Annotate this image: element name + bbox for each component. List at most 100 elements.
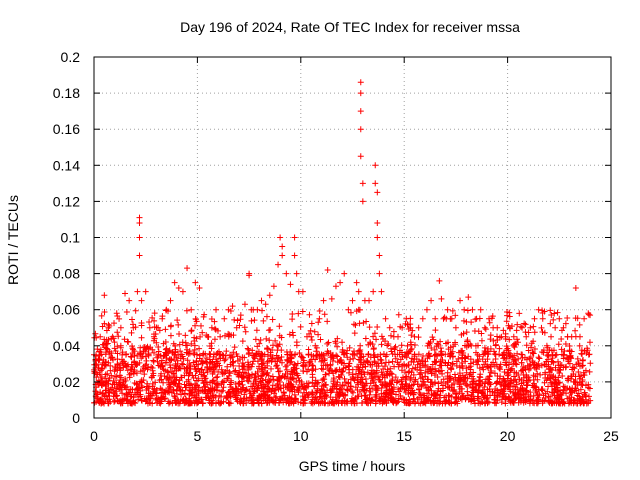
data-point: [521, 320, 528, 327]
data-point: [472, 381, 479, 388]
data-point: [269, 398, 276, 405]
data-point: [226, 370, 233, 377]
data-point: [291, 234, 298, 241]
data-point: [402, 320, 409, 327]
data-point: [297, 399, 304, 406]
data-point: [123, 351, 130, 358]
data-point: [193, 377, 200, 384]
data-point: [555, 374, 562, 381]
data-point: [131, 389, 138, 396]
data-point: [447, 351, 454, 358]
data-point: [577, 386, 584, 393]
data-point: [270, 283, 277, 290]
data-point: [191, 391, 198, 398]
data-point: [585, 311, 592, 318]
data-point: [325, 365, 332, 372]
data-point: [244, 377, 251, 384]
data-point: [479, 390, 486, 397]
data-point: [547, 307, 554, 314]
data-point: [439, 387, 446, 394]
data-point: [332, 283, 339, 290]
data-point: [129, 364, 136, 371]
data-point: [205, 394, 212, 401]
data-point: [436, 277, 443, 284]
data-point: [355, 288, 362, 295]
data-point: [155, 362, 162, 369]
data-point: [334, 343, 341, 350]
data-point: [511, 373, 518, 380]
data-point: [221, 315, 228, 322]
data-point: [176, 365, 183, 372]
data-point: [143, 361, 150, 368]
data-point: [586, 385, 593, 392]
data-point: [458, 359, 465, 366]
data-point: [573, 361, 580, 368]
data-point: [339, 368, 346, 375]
data-point: [164, 368, 171, 375]
data-point: [457, 297, 464, 304]
data-point: [510, 333, 517, 340]
data-point: [390, 397, 397, 404]
data-point: [392, 355, 399, 362]
data-point: [92, 330, 99, 337]
data-point: [188, 327, 195, 334]
scatter-points: [91, 79, 594, 407]
data-point: [410, 371, 417, 378]
data-point: [479, 356, 486, 363]
data-point: [308, 320, 315, 327]
data-point: [327, 389, 334, 396]
data-point: [179, 288, 186, 295]
data-point: [365, 359, 372, 366]
data-point: [138, 397, 145, 404]
data-point: [542, 369, 549, 376]
data-point: [463, 329, 470, 336]
data-point: [408, 332, 415, 339]
data-point: [328, 295, 335, 302]
data-point: [122, 290, 129, 297]
data-point: [472, 316, 479, 323]
data-point: [436, 362, 443, 369]
data-point: [481, 324, 488, 331]
data-point: [124, 383, 131, 390]
data-point: [177, 355, 184, 362]
data-point: [377, 351, 384, 358]
data-point: [582, 392, 589, 399]
data-point: [322, 371, 329, 378]
data-point: [576, 375, 583, 382]
data-point: [425, 351, 432, 358]
data-point: [244, 345, 251, 352]
data-point: [324, 340, 331, 347]
data-point: [513, 361, 520, 368]
data-point: [515, 390, 522, 397]
data-point: [316, 315, 323, 322]
data-point: [500, 327, 507, 334]
data-point: [329, 368, 336, 375]
data-point: [471, 328, 478, 335]
data-point: [500, 375, 507, 382]
data-point: [286, 380, 293, 387]
data-point: [383, 387, 390, 394]
data-point: [318, 394, 325, 401]
data-point: [426, 350, 433, 357]
data-point: [269, 316, 276, 323]
data-point: [219, 387, 226, 394]
data-point: [298, 354, 305, 361]
data-point: [500, 394, 507, 401]
data-point: [581, 315, 588, 322]
data-point: [189, 400, 196, 407]
data-point: [437, 368, 444, 375]
data-point: [172, 395, 179, 402]
data-point: [368, 370, 375, 377]
data-point: [276, 368, 283, 375]
data-point: [156, 377, 163, 384]
data-point: [295, 374, 302, 381]
data-point: [327, 350, 334, 357]
data-point: [459, 362, 466, 369]
data-point: [503, 343, 510, 350]
data-point: [312, 394, 319, 401]
data-point: [190, 359, 197, 366]
data-point: [432, 358, 439, 365]
data-point: [148, 363, 155, 370]
data-point: [114, 313, 121, 320]
data-point: [558, 335, 565, 342]
